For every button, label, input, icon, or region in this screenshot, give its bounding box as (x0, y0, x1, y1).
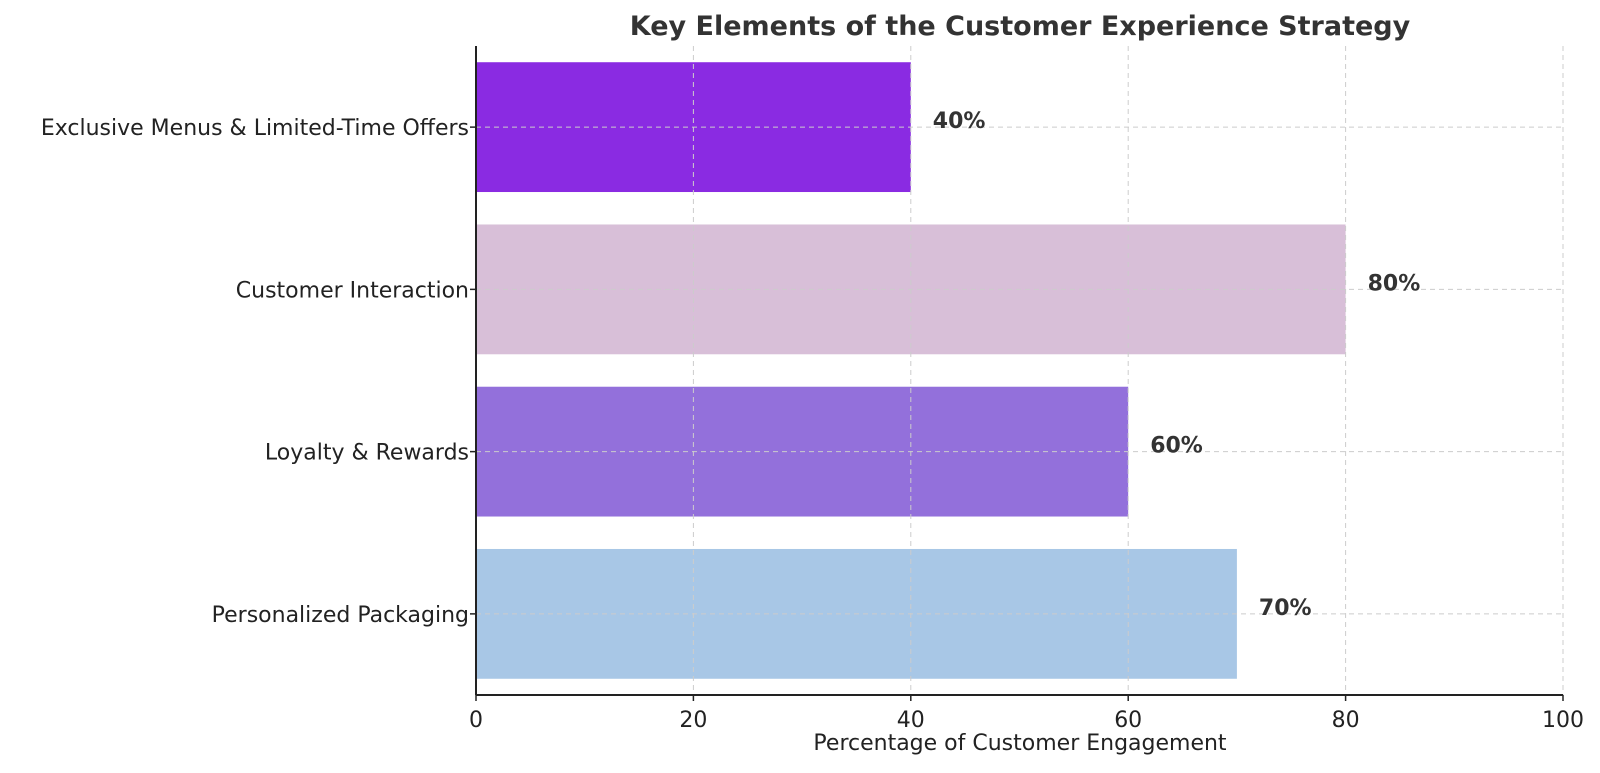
bar-value-label: 80% (1368, 271, 1421, 296)
x-tick-label: 60 (1114, 708, 1142, 733)
x-tick-label: 40 (897, 708, 925, 733)
x-tick-label: 0 (469, 708, 483, 733)
bar-value-label: 70% (1259, 596, 1312, 621)
ticks: 0 20 40 60 80 100 Personalized Packaging Loyalt… (41, 116, 1584, 733)
grid (476, 46, 1564, 695)
labels: 70% 60% 80% 40% (933, 109, 1420, 621)
chart-title: Key Elements of the Customer Experience … (630, 11, 1411, 42)
axes (475, 46, 1563, 696)
x-axis-title: Percentage of Customer Engagement (813, 731, 1227, 756)
bar-value-label: 40% (933, 109, 986, 134)
y-tick-label: Customer Interaction (236, 278, 469, 303)
y-tick-label: Personalized Packaging (212, 603, 469, 628)
x-tick-label: 100 (1542, 708, 1584, 733)
y-tick-label: Loyalty & Rewards (265, 441, 469, 466)
x-tick-label: 20 (679, 708, 707, 733)
x-tick-label: 80 (1332, 708, 1360, 733)
bar-value-label: 60% (1150, 434, 1203, 459)
y-tick-label: Exclusive Menus & Limited-Time Offers (41, 116, 469, 141)
